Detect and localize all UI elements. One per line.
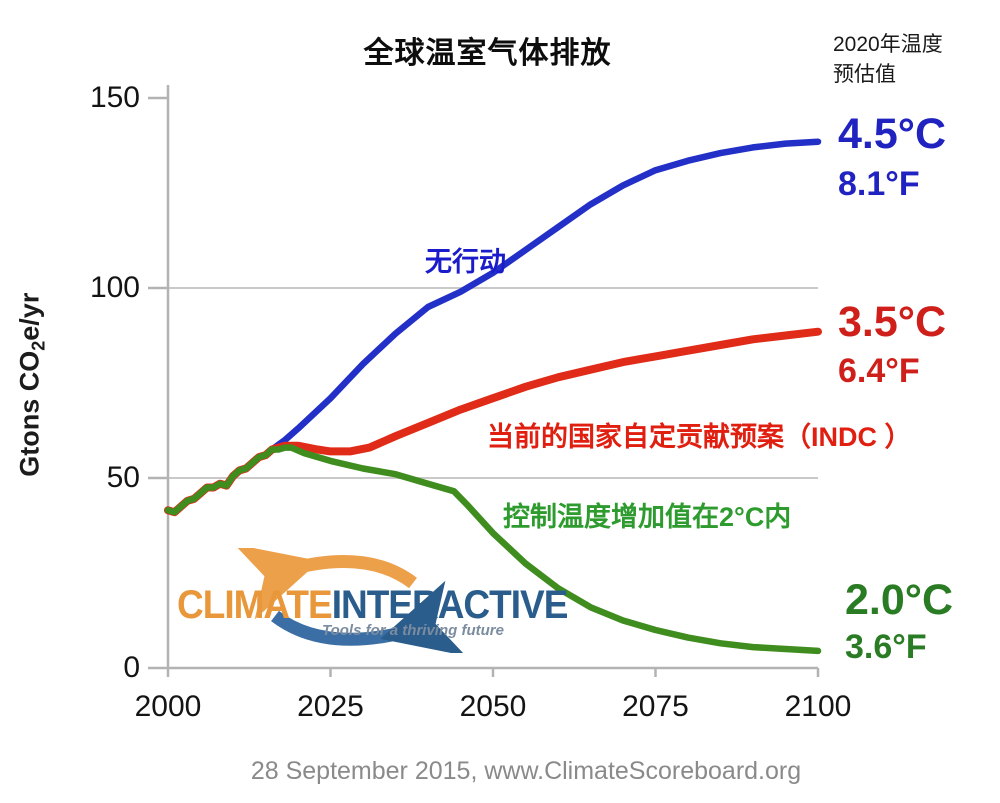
x-tick-label-2075: 2075 bbox=[622, 690, 689, 723]
series-line-two-degree bbox=[164, 444, 822, 655]
y-tick-label-100: 100 bbox=[89, 271, 140, 304]
climate-interactive-logo: CLIMATEINTERACTIVE Tools for a thriving … bbox=[175, 548, 568, 653]
temp-label-red-fahrenheit: 6.4°F bbox=[838, 352, 920, 390]
x-tick-label-2000: 2000 bbox=[134, 690, 202, 723]
y-axis-title-prefix: Gtons CO bbox=[14, 350, 45, 477]
x-tick-label-2050: 2050 bbox=[459, 690, 527, 723]
logo-wordmark: CLIMATEINTERACTIVE bbox=[177, 582, 569, 627]
callout-indc: 当前的国家自定贡献预案（INDC ） bbox=[487, 422, 912, 452]
y-axis-title-subscript: 2 bbox=[28, 340, 49, 351]
temp-label-green-celsius: 2.0°C bbox=[845, 576, 954, 624]
temp-label-blue-celsius: 4.5°C bbox=[838, 110, 947, 158]
callout-two-degree: 控制温度增加值在2°C内 bbox=[503, 502, 792, 532]
temp-label-red-celsius: 3.5°C bbox=[838, 298, 947, 346]
logo-arrows-icon bbox=[234, 548, 466, 653]
logo-tagline: Tools for a thriving future bbox=[322, 622, 504, 639]
y-axis-title-suffix: e/yr bbox=[14, 292, 45, 341]
y-tick-label-50: 50 bbox=[106, 461, 140, 494]
logo-word-climate: CLIMATE bbox=[177, 582, 333, 627]
callout-no-action: 无行动 bbox=[425, 247, 506, 277]
x-tick-label-2100: 2100 bbox=[784, 690, 852, 723]
page-title: 全球温室气体排放 bbox=[363, 37, 612, 70]
temp-label-blue-fahrenheit: 8.1°F bbox=[838, 165, 920, 203]
logo-orange-arrow bbox=[234, 548, 417, 620]
logo-word-interactive: INTERACTIVE bbox=[331, 582, 569, 627]
temp-label-green-fahrenheit: 3.6°F bbox=[845, 628, 927, 666]
temp-estimate-note: 2020年温度 预估值 bbox=[833, 30, 943, 91]
temp-estimate-note-line1: 2020年温度 bbox=[833, 33, 943, 56]
y-tick-label-0: 0 bbox=[123, 651, 140, 684]
logo-blue-arrow bbox=[271, 580, 466, 653]
y-tick-label-150: 150 bbox=[89, 81, 140, 114]
y-axis-title: Gtons CO2e/yr bbox=[14, 205, 49, 565]
footer-credit: 28 September 2015, www.ClimateScoreboard… bbox=[250, 757, 802, 785]
x-tick-label-2025: 2025 bbox=[297, 690, 364, 723]
temp-estimate-note-line2: 预估值 bbox=[833, 63, 896, 87]
